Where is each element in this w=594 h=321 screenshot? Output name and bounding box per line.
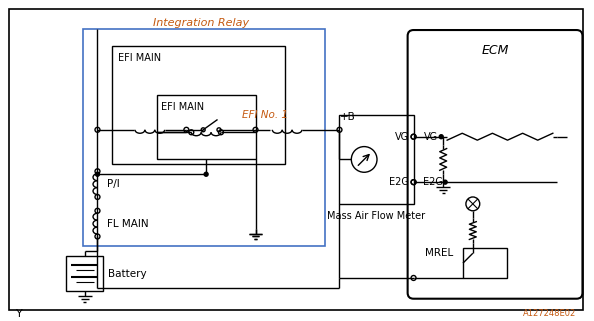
Text: VG: VG [424,132,438,142]
Text: EFI No. 1: EFI No. 1 [242,110,289,120]
Bar [157,95,255,160]
Text: P/I: P/I [108,179,120,189]
Text: Battery: Battery [108,269,147,279]
Text: FL MAIN: FL MAIN [108,219,149,229]
Bar [340,115,413,204]
Bar [66,256,103,291]
Text: Mass Air Flow Meter: Mass Air Flow Meter [327,211,425,221]
Text: A127248E02: A127248E02 [523,309,577,318]
Circle shape [204,172,208,176]
Bar [112,46,285,164]
Text: VG: VG [394,132,409,142]
Circle shape [439,135,443,139]
Circle shape [96,172,99,176]
Text: ECM: ECM [481,44,508,57]
Circle shape [443,180,447,184]
Text: E2G: E2G [388,177,409,187]
Text: E2G: E2G [424,177,443,187]
Text: EFI MAIN: EFI MAIN [161,102,204,112]
Bar [463,248,507,278]
Text: Y: Y [15,308,22,318]
Text: Integration Relay: Integration Relay [153,18,249,28]
Text: +B: +B [340,112,355,122]
Text: MREL: MREL [425,248,454,258]
Text: EFI MAIN: EFI MAIN [118,53,162,63]
Bar [83,29,325,246]
